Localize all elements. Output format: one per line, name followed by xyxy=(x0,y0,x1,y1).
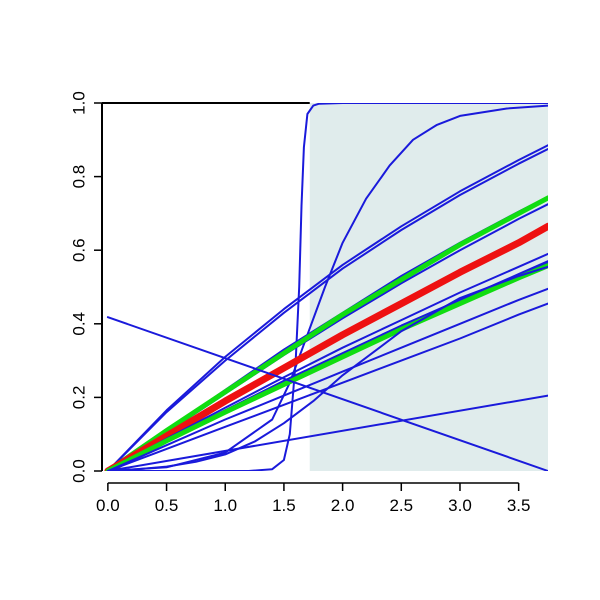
y-tick-label: 0.0 xyxy=(69,459,88,483)
axes-layer: 0.0 0.2 0.4 0.6 0.8 1.0 0.0 0.5 1.0 1.5 2.0 2.5 3.0 3… xyxy=(69,91,530,515)
series-layer xyxy=(104,103,548,471)
y-tick-label: 0.2 xyxy=(69,386,88,410)
series-line-green-lower xyxy=(105,263,548,471)
x-tick-label: 0.5 xyxy=(155,496,179,515)
series-line-lower-blue-5 xyxy=(106,302,548,471)
y-tick-label: 0.8 xyxy=(69,165,88,189)
series-line-sigmoid-steep xyxy=(106,103,548,471)
series-line-green-upper xyxy=(105,195,548,471)
x-tick-label: 3.0 xyxy=(448,496,472,515)
series-line-lower-blue-4 xyxy=(106,287,548,471)
series-line-convex-low xyxy=(106,265,548,471)
y-tick-label: 1.0 xyxy=(69,91,88,115)
x-tick-label: 0.0 xyxy=(96,496,120,515)
x-tick-label: 2.0 xyxy=(331,496,355,515)
series-line-concave-upper-2 xyxy=(106,148,548,471)
series-line-red-mean xyxy=(104,222,548,471)
series-line-straight-decreasing xyxy=(106,316,548,471)
x-tick-label: 1.5 xyxy=(272,496,296,515)
series-line-concave-upper-1 xyxy=(106,144,548,471)
y-tick-label: 0.4 xyxy=(69,312,88,336)
x-tick-label: 1.0 xyxy=(213,496,237,515)
x-tick-label: 2.5 xyxy=(389,496,413,515)
x-tick-label: 3.5 xyxy=(507,496,531,515)
series-line-sigmoid-moderate xyxy=(106,104,548,471)
y-tick-label: 0.6 xyxy=(69,238,88,262)
series-line-lower-blue-3 xyxy=(106,252,548,471)
series-line-straight-shallow xyxy=(106,394,548,471)
